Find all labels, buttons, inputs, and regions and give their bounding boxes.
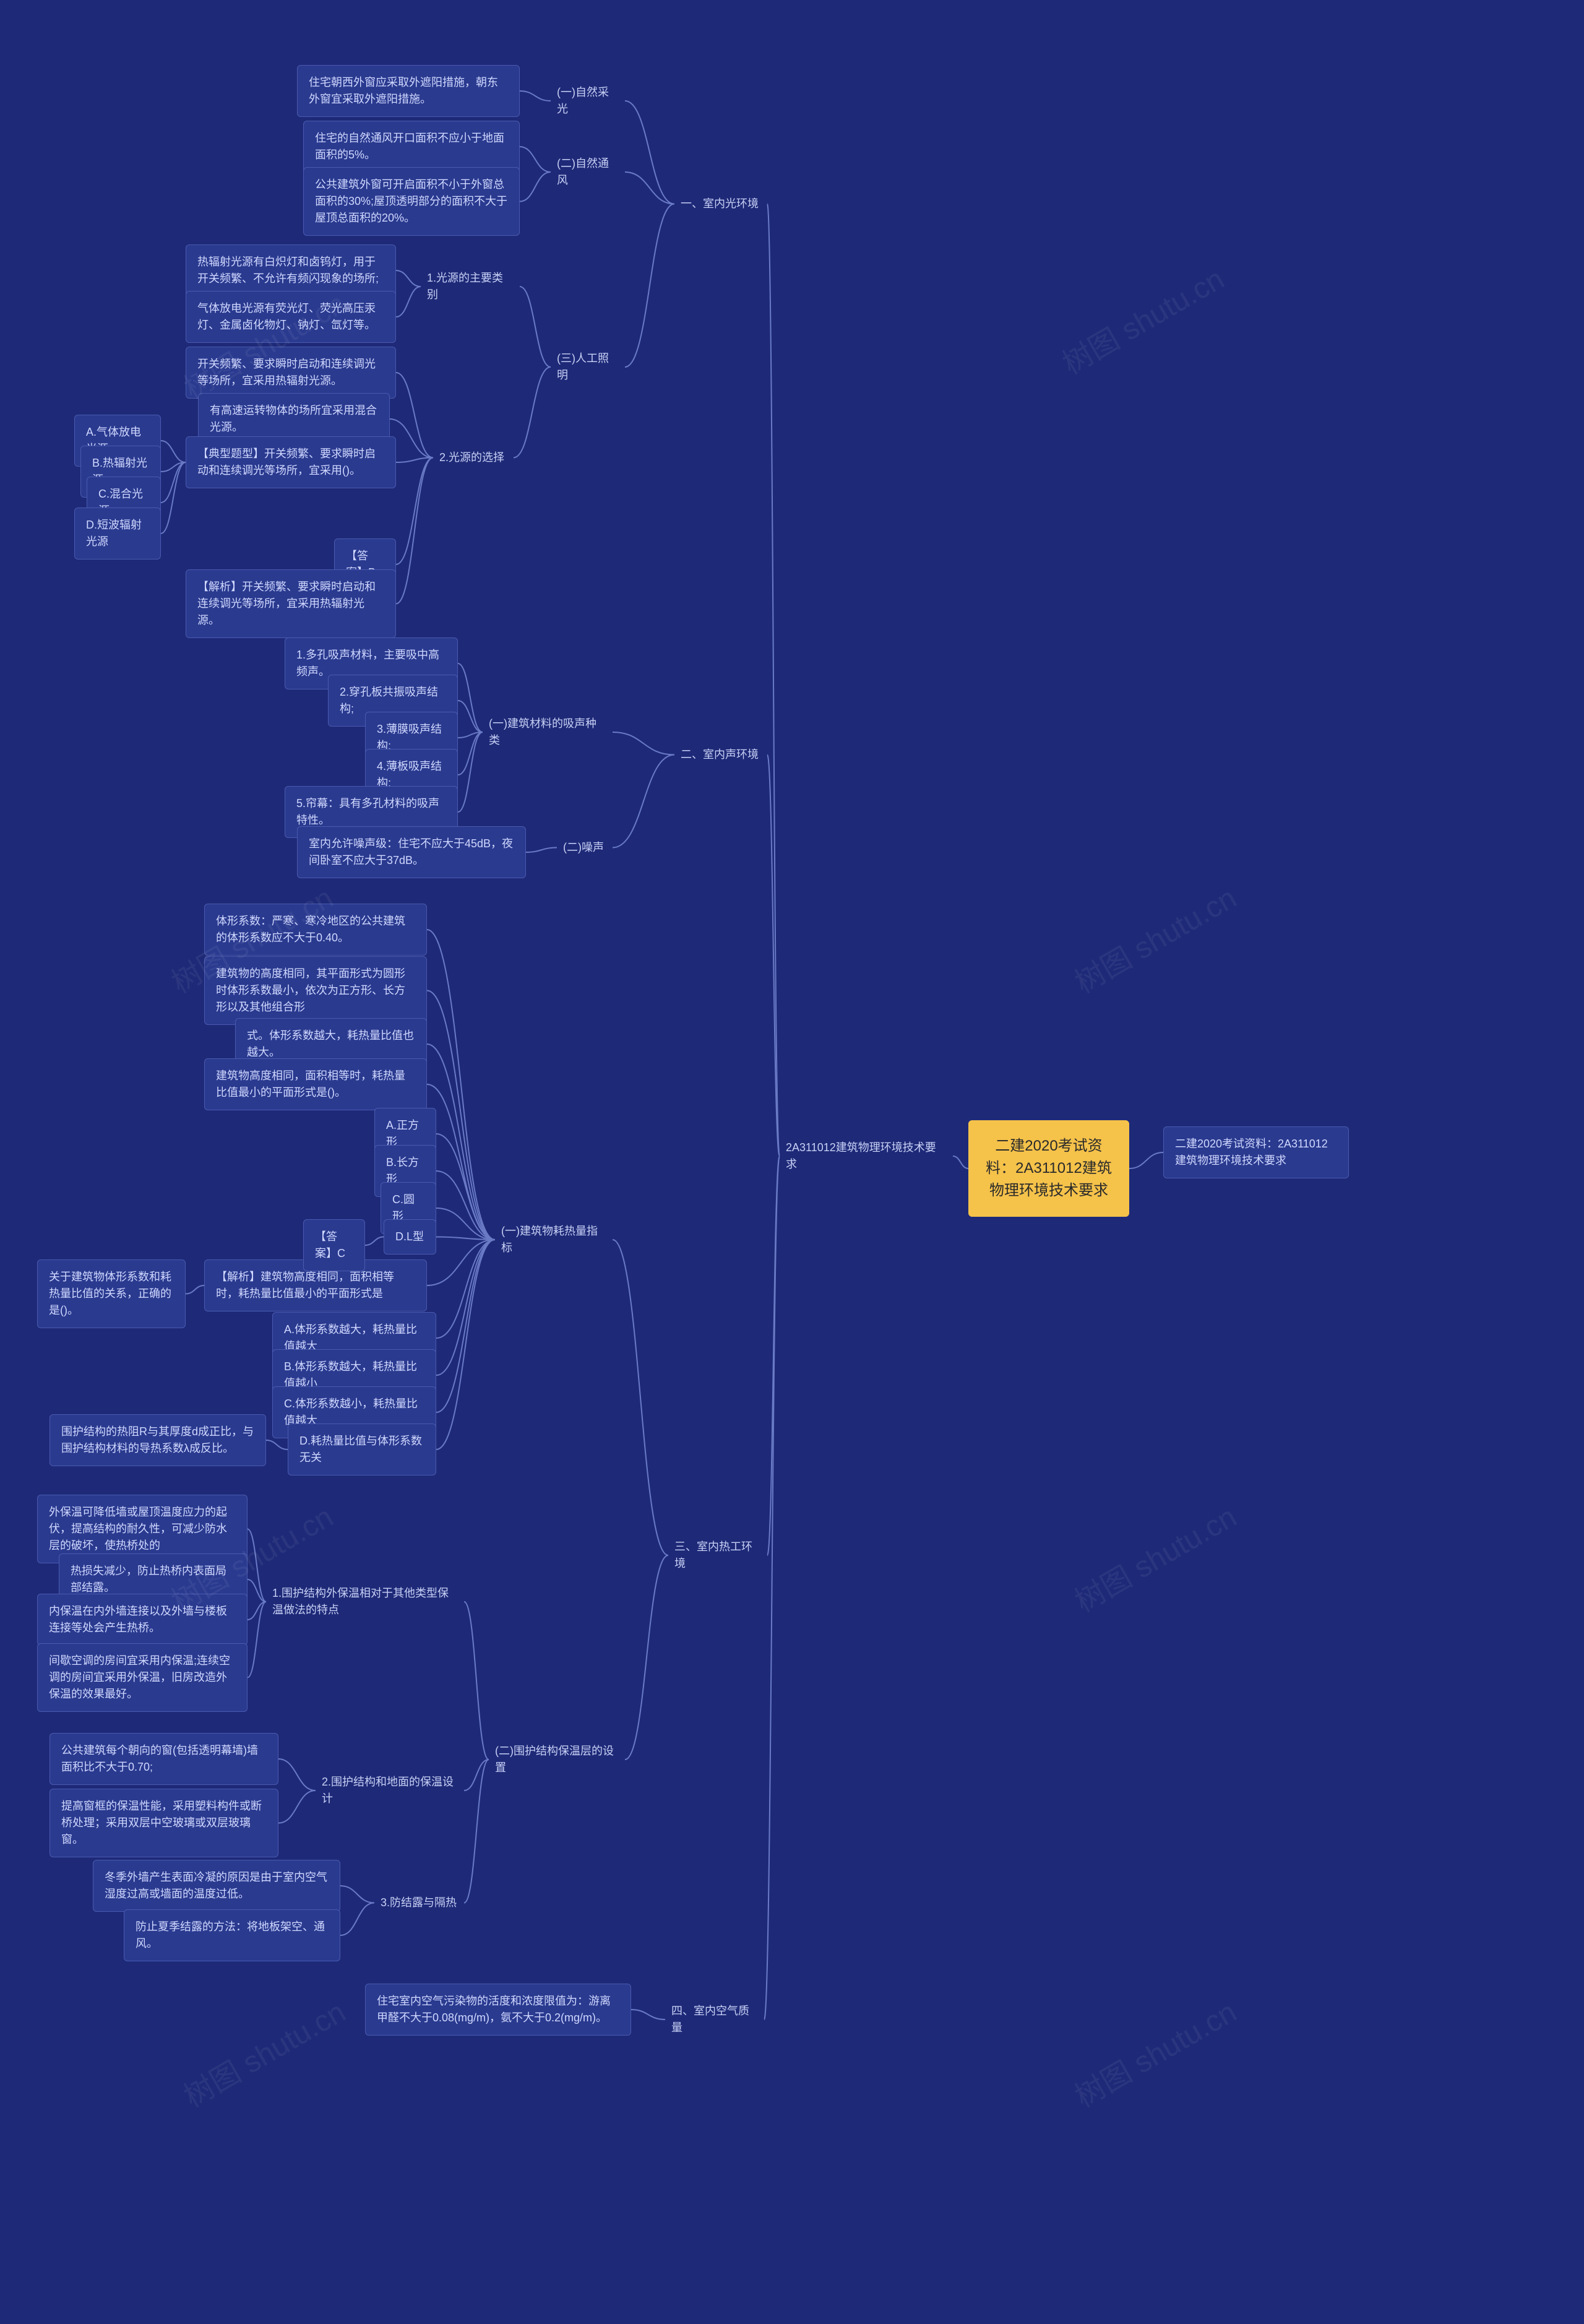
node-s3a2: 建筑物的高度相同，其平面形式为圆形时体形系数最小，依次为正方形、长方形以及其他组… [204, 956, 427, 1025]
node-s2a: (一)建筑材料的吸声种类 [483, 712, 613, 753]
node-s3: 三、室内热工环境 [668, 1535, 767, 1576]
node-s3a1: 体形系数：严寒、寒冷地区的公共建筑的体形系数应不大于0.40。 [204, 904, 427, 956]
node-trunk: 2A311012建筑物理环境技术要求 [780, 1136, 953, 1177]
node-s3b: (二)围护结构保温层的设置 [489, 1739, 625, 1780]
watermark: 树图 shutu.cn [1065, 1988, 1243, 2115]
node-s3b3: 3.防结露与隔热 [374, 1891, 464, 1915]
watermark: 树图 shutu.cn [1065, 874, 1243, 1001]
watermark: 树图 shutu.cn [1053, 255, 1231, 382]
watermark: 树图 shutu.cn [1065, 1493, 1243, 1620]
node-s3a8a: 【答案】C [303, 1219, 365, 1271]
node-s4a: 住宅室内空气污染物的活度和浓度限值为：游离甲醛不大于0.08(mg/m)，氨不大… [365, 1984, 631, 2036]
node-s1b: (二)自然通风 [551, 152, 625, 192]
node-s1c2c: 【典型题型】开关频繁、要求瞬时启动和连续调光等场所，宜采用()。 [186, 436, 396, 488]
node-root: 二建2020考试资料：2A311012建筑物理环境技术要求 [968, 1120, 1129, 1217]
node-s1b1: 住宅的自然通风开口面积不应小于地面面积的5%。 [303, 121, 520, 173]
node-s2: 二、室内声环境 [674, 743, 767, 767]
node-r1: 二建2020考试资料：2A311012建筑物理环境技术要求 [1163, 1126, 1349, 1178]
node-s1c1b: 气体放电光源有荧光灯、荧光高压汞灯、金属卤化物灯、钠灯、氙灯等。 [186, 291, 396, 343]
node-s3b1: 1.围护结构外保温相对于其他类型保温做法的特点 [266, 1581, 464, 1622]
node-s3b3a: 冬季外墙产生表面冷凝的原因是由于室内空气湿度过高或墙面的温度过低。 [93, 1860, 340, 1912]
node-s3b2: 2.围护结构和地面的保温设计 [316, 1770, 464, 1811]
node-s3a8: D.L型 [384, 1219, 436, 1255]
node-s3b1c: 内保温在内外墙连接以及外墙与楼板连接等处会产生热桥。 [37, 1594, 248, 1646]
node-s1c1: 1.光源的主要类别 [421, 266, 520, 307]
node-s3b2b: 提高窗框的保温性能，采用塑料构件或断桥处理；采用双层中空玻璃或双层玻璃窗。 [50, 1789, 278, 1857]
node-s1c: (三)人工照明 [551, 347, 625, 387]
node-s1c1a: 热辐射光源有白炽灯和卤钨灯，用于开关频繁、不允许有频闪现象的场所; [186, 244, 396, 296]
node-opD: D.短波辐射光源 [74, 508, 161, 559]
node-s1c2: 2.光源的选择 [433, 446, 514, 470]
node-s3a13a: 围护结构的热阻R与其厚度d成正比，与围护结构材料的导热系数λ成反比。 [50, 1414, 266, 1466]
node-s3b1d: 间歇空调的房间宜采用内保温;连续空调的房间宜采用外保温，旧房改造外保温的效果最好… [37, 1643, 248, 1712]
node-s1a: (一)自然采光 [551, 80, 625, 121]
node-s1c2a: 开关频繁、要求瞬时启动和连续调光等场所，宜采用热辐射光源。 [186, 347, 396, 399]
node-s3b3b: 防止夏季结露的方法：将地板架空、通风。 [124, 1909, 340, 1961]
node-s3a9a: 关于建筑物体形系数和耗热量比值的关系，正确的是()。 [37, 1259, 186, 1328]
node-s2b1: 室内允许噪声级：住宅不应大于45dB，夜间卧室不应大于37dB。 [297, 826, 526, 878]
node-s1b2: 公共建筑外窗可开启面积不小于外窗总面积的30%;屋顶透明部分的面积不大于屋顶总面… [303, 167, 520, 236]
node-s1c2e: 【解析】开关频繁、要求瞬时启动和连续调光等场所，宜采用热辐射光源。 [186, 569, 396, 638]
watermark: 树图 shutu.cn [174, 1988, 352, 2115]
node-s3a13: D.耗热量比值与体形系数无关 [288, 1423, 436, 1475]
node-s2b: (二)噪声 [557, 836, 613, 860]
node-s3a4: 建筑物高度相同，面积相等时，耗热量比值最小的平面形式是()。 [204, 1058, 427, 1110]
node-s1a1: 住宅朝西外窗应采取外遮阳措施，朝东外窗宜采取外遮阳措施。 [297, 65, 520, 117]
node-s3b2a: 公共建筑每个朝向的窗(包括透明幕墙)墙面积比不大于0.70; [50, 1733, 278, 1785]
node-s4: 四、室内空气质量 [665, 1999, 764, 2040]
node-s3a: (一)建筑物耗热量指标 [495, 1219, 613, 1260]
node-s1: 一、室内光环境 [674, 192, 767, 216]
